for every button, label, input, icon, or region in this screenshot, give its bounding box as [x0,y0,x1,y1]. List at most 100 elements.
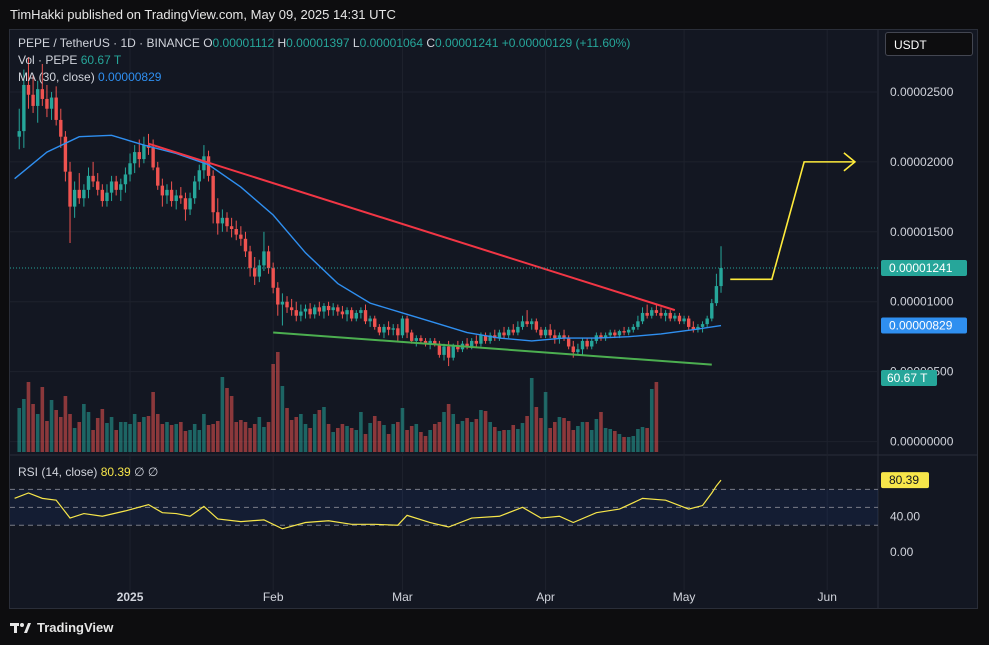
volume-bar [548,428,552,452]
candle-body [543,329,548,336]
volume-bar [289,420,294,452]
volume-bar [492,427,497,452]
open-value: 0.00001112 [212,36,275,50]
footer-brand[interactable]: TradingView [10,620,113,635]
projection-path[interactable] [730,161,855,281]
candle-body [488,335,492,341]
candle-body [303,308,308,312]
candle-body [192,181,197,199]
volume-bar [566,421,571,452]
candle-body [405,318,409,333]
volume-bar [511,425,516,452]
upper-trendline[interactable] [148,142,676,312]
rsi-value: 80.39 [100,465,131,479]
candle-body [266,251,271,269]
volume-bar [483,411,488,452]
lower-trendline[interactable] [273,331,712,366]
volume-bar [506,430,511,452]
volume-bar [617,434,622,452]
candle-body [534,321,539,330]
candle-body [640,312,645,322]
rsi-line [14,479,722,530]
chart-frame[interactable] [9,29,978,609]
candle-body [86,175,91,190]
volume-bar [262,427,266,452]
candle-body [354,312,358,319]
volume-bar [146,416,151,452]
volume-legend[interactable]: Vol · PEPE 60.67 T [18,53,121,67]
candle-body [72,189,77,207]
candle-body [520,321,525,327]
volume-bar [72,428,77,452]
rsi-legend[interactable]: RSI (14, close) 80.39 ∅ ∅ [18,465,158,479]
rsi-label: RSI (14, close) [18,465,98,479]
candle-body [100,189,105,202]
candle-body [373,318,377,327]
volume-bar [594,419,599,452]
candle-body [248,251,252,269]
volume-bar [280,386,285,452]
candle-body [700,324,705,327]
low-value: 0.00001064 [359,36,424,50]
ma-value: 0.00000829 [98,70,162,84]
volume-bar [354,430,359,452]
symbol-label[interactable]: PEPE / TetherUS · 1D · BINANCE [18,36,200,50]
candle-body [299,311,303,316]
volume-badge-bg [881,370,937,386]
candle-body [571,346,575,353]
candle-body [470,340,474,347]
candle-body [165,189,169,196]
volume-bar [123,422,128,452]
volume-bar [312,414,317,452]
volume-bar [151,392,155,452]
volume-bar [326,424,331,452]
volume-bar [409,426,414,452]
volume-bar [132,414,137,452]
candle-body [557,335,562,339]
volume-bar [340,424,345,452]
volume-bar [35,414,40,452]
publish-header: TimHakki published on TradingView.com, M… [10,7,396,22]
volume-bar [405,430,409,452]
candle-body [59,119,63,137]
candle-body [663,312,668,316]
volume-bar [234,422,239,452]
volume-bar [45,421,49,452]
candle-body [289,307,294,311]
volume-bar [179,422,183,452]
volume-bar [613,431,617,452]
candle-body [433,340,437,344]
candle-body [31,94,35,106]
candle-body [179,195,183,199]
candle-body [363,310,368,322]
volume-bar [428,430,432,452]
volume-bar [654,382,659,452]
candle-body [54,97,58,120]
candle-body [465,343,469,347]
candle-body [285,301,289,308]
rsi-extra-icons: ∅ ∅ [134,465,159,479]
time-tick-label: Jun [818,590,837,604]
volume-bar [349,428,354,452]
candle-body [474,340,479,344]
price-tick-label: 0.00002000 [890,155,954,169]
candle-body [396,328,400,336]
volume-bar [109,417,114,452]
volume-bar [576,426,580,452]
candle-body [340,311,345,315]
candle-body [428,340,432,344]
volume-bar [192,424,197,452]
volume-bar [368,423,372,452]
candle-body [308,308,312,315]
candle-body [96,181,100,190]
volume-bar [603,428,608,452]
candle-body [414,338,418,341]
volume-bar [640,427,645,452]
currency-unit-button[interactable]: USDT [885,32,973,56]
candle-body [419,338,423,341]
volume-bar [77,422,82,452]
ma-legend[interactable]: MA (30, close) 0.00000829 [18,70,161,84]
volume-bar [359,412,363,452]
projection-arrowhead[interactable] [843,152,857,172]
